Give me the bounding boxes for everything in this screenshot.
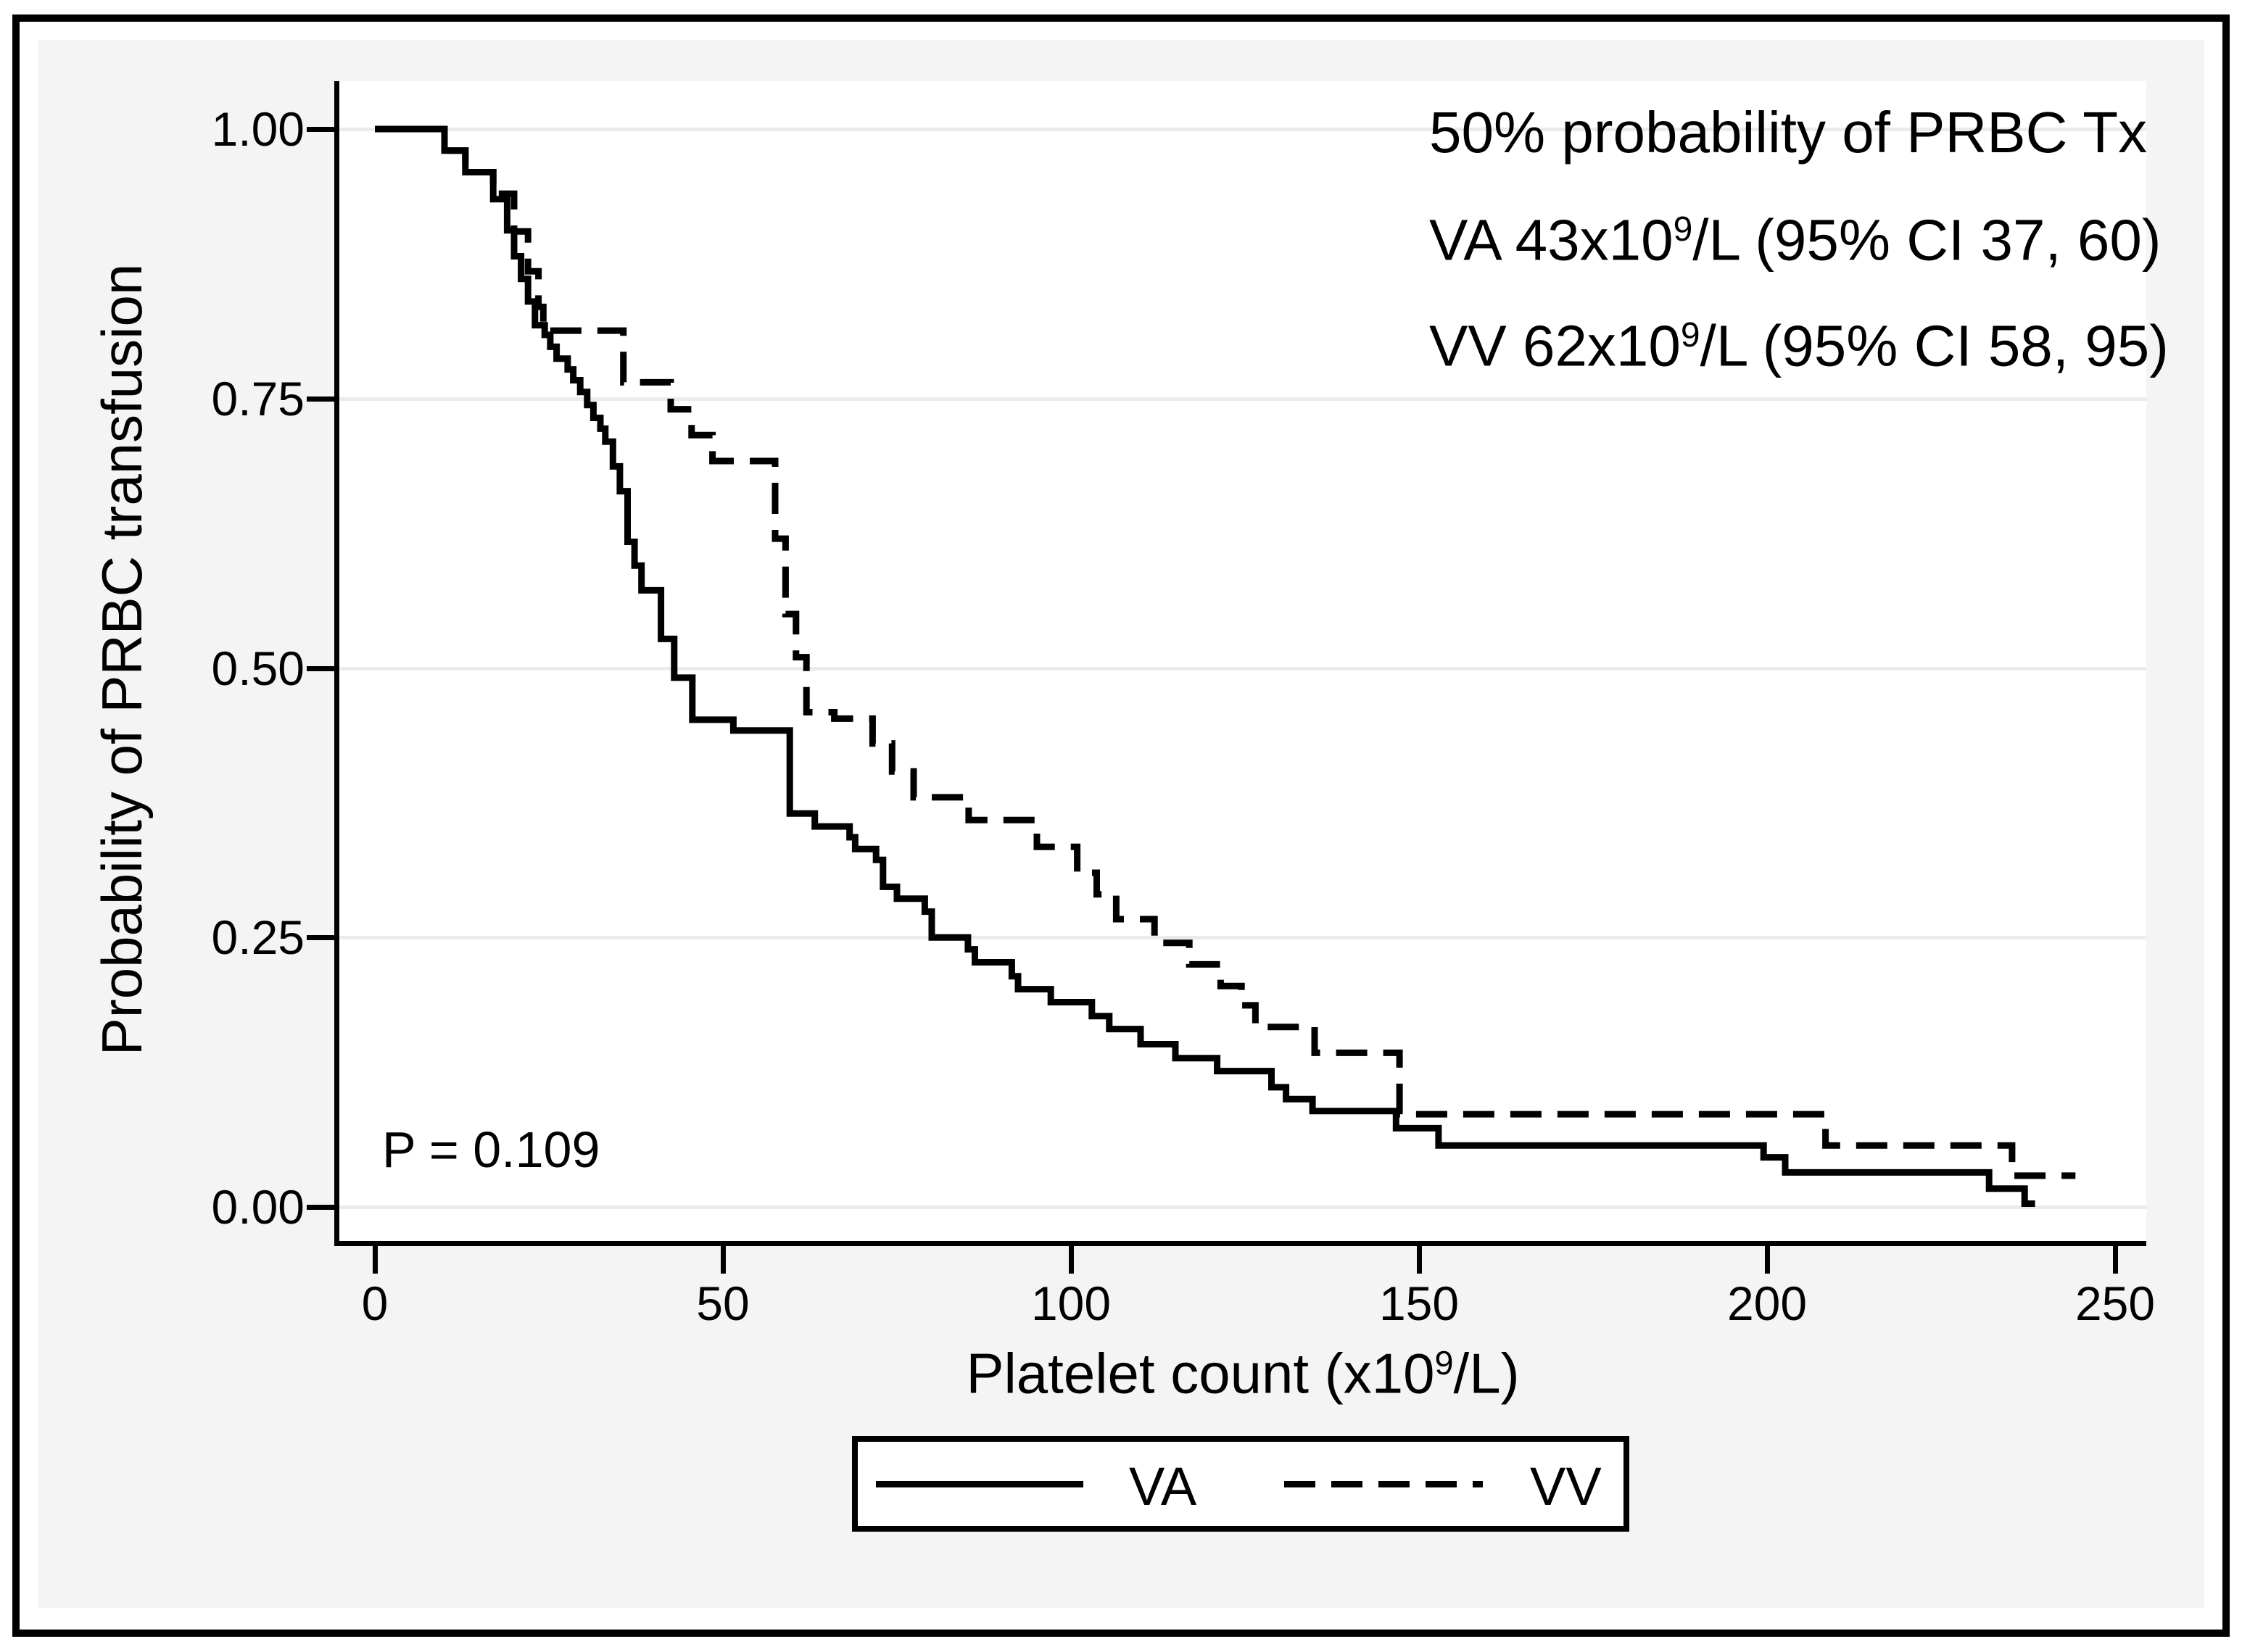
y-tick-label-0.25: 0.25: [211, 910, 305, 964]
annotation-line-2-pre: VA 43x10: [1429, 207, 1674, 273]
annotation-line-3-superscript: 9: [1680, 316, 1700, 354]
y-tick-label-0.00: 0.00: [211, 1180, 305, 1234]
legend-dashed-line-sample: [1284, 1481, 1483, 1487]
x-title-superscript: 9: [1434, 1344, 1454, 1382]
x-tick-200: [1765, 1246, 1770, 1274]
gridline-y-0.75: [339, 397, 2146, 401]
annotation-line-2-post: /L (95% CI 37, 60): [1692, 207, 2162, 273]
annotation-line-1: 50% probability of PRBC Tx: [1429, 100, 2148, 165]
x-title-post: /L): [1453, 1341, 1520, 1406]
legend-label-vv: VV: [1530, 1456, 1602, 1516]
x-tick-label-150: 150: [1378, 1277, 1460, 1330]
vv-curve-dashed: [375, 125, 2076, 1179]
gridline-y-0.00: [339, 1205, 2146, 1209]
y-tick-label-0.75: 0.75: [211, 372, 305, 426]
p-value-label: P = 0.109: [382, 1121, 600, 1178]
y-tick-0.50: [307, 666, 334, 671]
gridline-y-0.25: [339, 936, 2146, 939]
plot-area: [337, 81, 2146, 1244]
y-axis-line: [334, 81, 339, 1244]
x-tick-label-200: 200: [1726, 1277, 1808, 1330]
legend-label-va: VA: [1129, 1456, 1197, 1516]
y-tick-0.00: [307, 1205, 334, 1210]
gridline-y-1.00: [339, 128, 2146, 131]
va-curve-solid: [375, 125, 2035, 1207]
legend-solid-line-sample: [876, 1481, 1083, 1487]
annotation-line-3-pre: VV 62x10: [1429, 313, 1681, 378]
y-tick-0.25: [307, 935, 334, 940]
legend: VA VV: [852, 1436, 1629, 1532]
x-tick-150: [1417, 1246, 1422, 1274]
x-tick-label-50: 50: [696, 1277, 750, 1330]
x-axis-line: [334, 1241, 2146, 1246]
annotation-line-2-superscript: 9: [1673, 210, 1693, 249]
annotation-line-3: VV 62x109/L (95% CI 58, 95): [1429, 304, 2169, 377]
annotation-line-2: VA 43x109/L (95% CI 37, 60): [1429, 199, 2162, 271]
gridline-y-0.50: [339, 667, 2146, 671]
x-tick-label-100: 100: [1030, 1277, 1112, 1330]
x-title-pre: Platelet count (x10: [966, 1341, 1435, 1406]
x-axis-title: Platelet count (x109/L): [880, 1332, 1605, 1404]
y-tick-0.75: [307, 397, 334, 402]
x-tick-label-0: 0: [361, 1277, 389, 1330]
x-tick-0: [373, 1246, 378, 1274]
y-tick-label-0.50: 0.50: [211, 642, 305, 695]
x-tick-100: [1069, 1246, 1074, 1274]
x-tick-label-250: 250: [2075, 1277, 2156, 1330]
y-tick-label-1.00: 1.00: [211, 102, 305, 156]
annotation-line-3-post: /L (95% CI 58, 95): [1700, 313, 2169, 378]
x-tick-50: [721, 1246, 726, 1274]
y-tick-1.00: [307, 127, 334, 132]
y-axis-title: Probability of PRBC transfusion: [90, 263, 154, 1056]
x-tick-250: [2113, 1246, 2118, 1274]
